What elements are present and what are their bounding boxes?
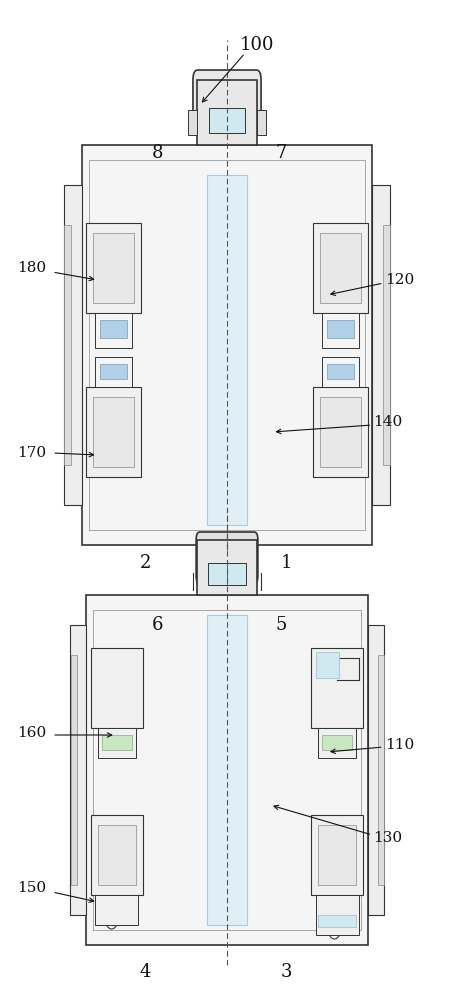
Polygon shape xyxy=(93,397,134,467)
Polygon shape xyxy=(102,735,132,750)
Polygon shape xyxy=(98,728,136,758)
Polygon shape xyxy=(93,233,134,303)
Polygon shape xyxy=(95,895,138,925)
Polygon shape xyxy=(313,387,368,477)
Polygon shape xyxy=(322,357,359,387)
Polygon shape xyxy=(64,225,71,465)
Polygon shape xyxy=(197,80,257,145)
Text: 160: 160 xyxy=(17,726,46,740)
Text: 1: 1 xyxy=(280,554,292,572)
Polygon shape xyxy=(313,223,368,313)
Polygon shape xyxy=(368,625,384,915)
Polygon shape xyxy=(95,357,132,387)
Polygon shape xyxy=(207,175,247,525)
Polygon shape xyxy=(100,364,127,379)
Polygon shape xyxy=(318,915,356,927)
Circle shape xyxy=(220,619,234,651)
Polygon shape xyxy=(378,655,384,885)
Text: 5: 5 xyxy=(276,616,287,634)
Text: 4: 4 xyxy=(139,963,151,981)
Polygon shape xyxy=(82,145,372,545)
Text: 3: 3 xyxy=(280,963,292,981)
Polygon shape xyxy=(320,397,361,467)
Polygon shape xyxy=(318,825,356,885)
Circle shape xyxy=(223,192,231,208)
Text: 8: 8 xyxy=(152,144,164,162)
Polygon shape xyxy=(316,652,339,678)
Polygon shape xyxy=(257,110,266,135)
Polygon shape xyxy=(209,108,245,133)
Polygon shape xyxy=(322,735,352,750)
Polygon shape xyxy=(86,223,141,313)
Polygon shape xyxy=(316,895,359,935)
Text: 120: 120 xyxy=(385,273,414,287)
FancyBboxPatch shape xyxy=(196,532,258,584)
Polygon shape xyxy=(320,233,361,303)
Polygon shape xyxy=(91,815,143,895)
Polygon shape xyxy=(86,595,368,945)
Circle shape xyxy=(219,472,235,508)
Polygon shape xyxy=(64,185,82,505)
Polygon shape xyxy=(208,563,246,585)
Polygon shape xyxy=(100,320,127,338)
Polygon shape xyxy=(318,728,356,758)
Polygon shape xyxy=(91,648,143,728)
Circle shape xyxy=(102,666,122,710)
Polygon shape xyxy=(327,364,354,379)
Circle shape xyxy=(104,893,120,929)
Polygon shape xyxy=(311,648,363,728)
Polygon shape xyxy=(327,320,354,338)
Text: 110: 110 xyxy=(385,738,414,752)
FancyBboxPatch shape xyxy=(193,70,261,136)
Polygon shape xyxy=(311,815,363,895)
Polygon shape xyxy=(372,185,390,505)
Polygon shape xyxy=(383,225,390,465)
Text: 2: 2 xyxy=(139,554,151,572)
Text: 150: 150 xyxy=(17,881,46,895)
Polygon shape xyxy=(322,313,359,348)
Polygon shape xyxy=(207,615,247,925)
Text: 100: 100 xyxy=(239,36,274,54)
Polygon shape xyxy=(98,825,136,885)
Polygon shape xyxy=(70,625,86,915)
Text: 180: 180 xyxy=(17,261,46,275)
Text: 140: 140 xyxy=(374,415,403,429)
Circle shape xyxy=(219,182,235,218)
Circle shape xyxy=(223,482,231,498)
Polygon shape xyxy=(95,313,132,348)
Text: 170: 170 xyxy=(17,446,46,460)
Polygon shape xyxy=(197,540,257,595)
Text: 130: 130 xyxy=(374,831,403,845)
Circle shape xyxy=(326,903,343,939)
Text: 7: 7 xyxy=(276,144,287,162)
Polygon shape xyxy=(71,655,77,885)
Polygon shape xyxy=(188,110,197,135)
Polygon shape xyxy=(86,387,141,477)
Text: 6: 6 xyxy=(152,616,164,634)
